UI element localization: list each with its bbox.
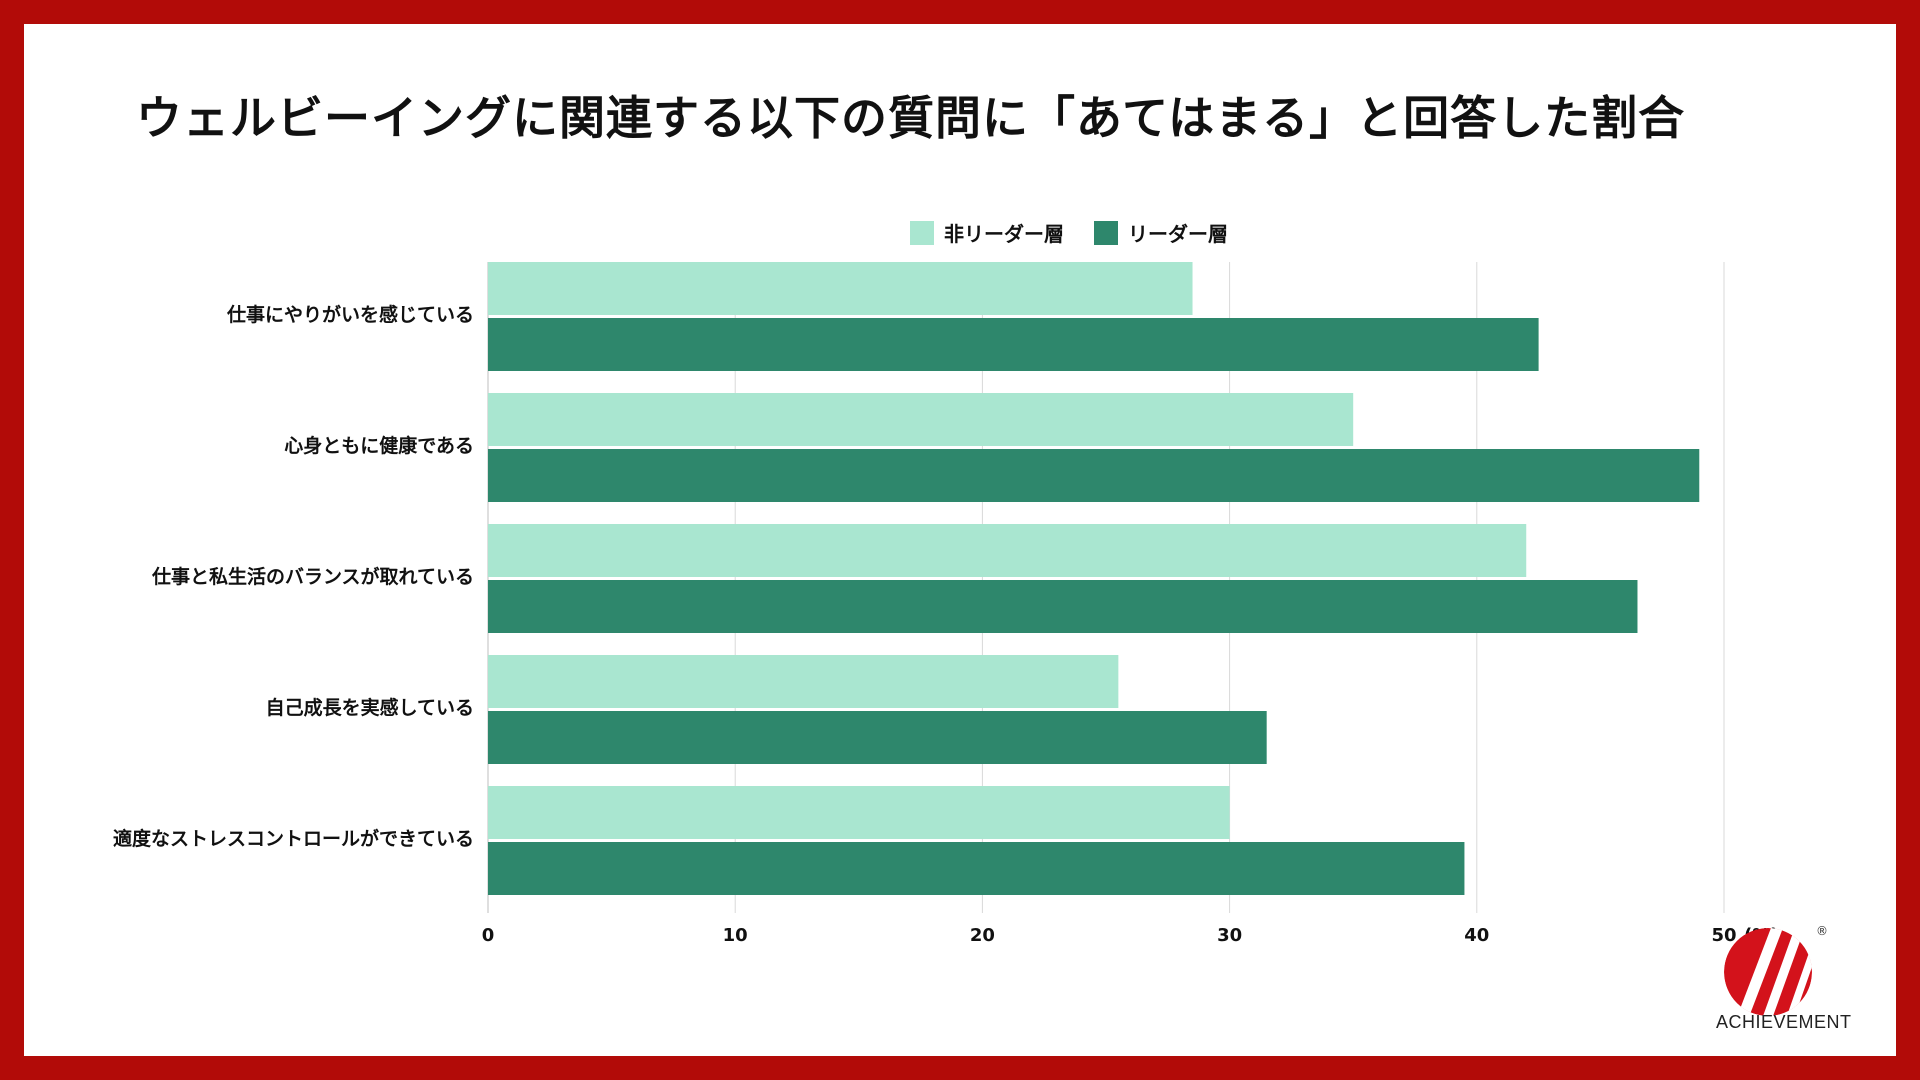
category-label-4: 適度なストレスコントロールができている: [113, 827, 474, 850]
bar-non-leader-1: [488, 393, 1354, 446]
bar-non-leader-0: [488, 262, 1193, 315]
bar-leader-4: [488, 842, 1465, 895]
bar-leader-0: [488, 318, 1539, 371]
bar-leader-1: [488, 449, 1700, 502]
x-tick-label-50: 50: [1711, 925, 1736, 946]
achievement-logo-icon: [1724, 928, 1812, 1016]
bar-leader-3: [488, 711, 1267, 764]
brand-name: ACHIEVEMENT: [1716, 1012, 1852, 1032]
bar-non-leader-4: [488, 786, 1230, 839]
chart-title: ウェルビーイングに関連する以下の質問に「あてはまる」と回答した割合: [136, 91, 1686, 145]
legend: 非リーダー層 リーダー層: [910, 218, 1228, 247]
x-tick-label-20: 20: [970, 925, 995, 946]
legend-label-non-leader: 非リーダー層: [944, 222, 1064, 246]
x-tick-label-10: 10: [723, 925, 748, 946]
legend-swatch-leader: [1094, 220, 1118, 245]
category-label-2: 仕事と私生活のバランスが取れている: [151, 565, 474, 588]
bar-non-leader-3: [488, 655, 1119, 708]
legend-item-non-leader: 非リーダー層: [910, 218, 1064, 247]
x-tick-label-40: 40: [1464, 925, 1489, 946]
bar-leader-2: [488, 580, 1638, 633]
registered-mark: ®: [1816, 924, 1828, 938]
category-label-3: 自己成長を実感している: [266, 696, 474, 719]
category-label-0: 仕事にやりがいを感じている: [226, 303, 474, 326]
x-tick-label-0: 0: [482, 925, 495, 946]
legend-label-leader: リーダー層: [1128, 222, 1228, 246]
legend-swatch-non-leader: [910, 220, 934, 245]
legend-item-leader: リーダー層: [1094, 218, 1228, 247]
category-label-1: 心身ともに健康である: [284, 434, 474, 457]
x-tick-label-30: 30: [1217, 925, 1242, 946]
bar-non-leader-2: [488, 524, 1527, 577]
